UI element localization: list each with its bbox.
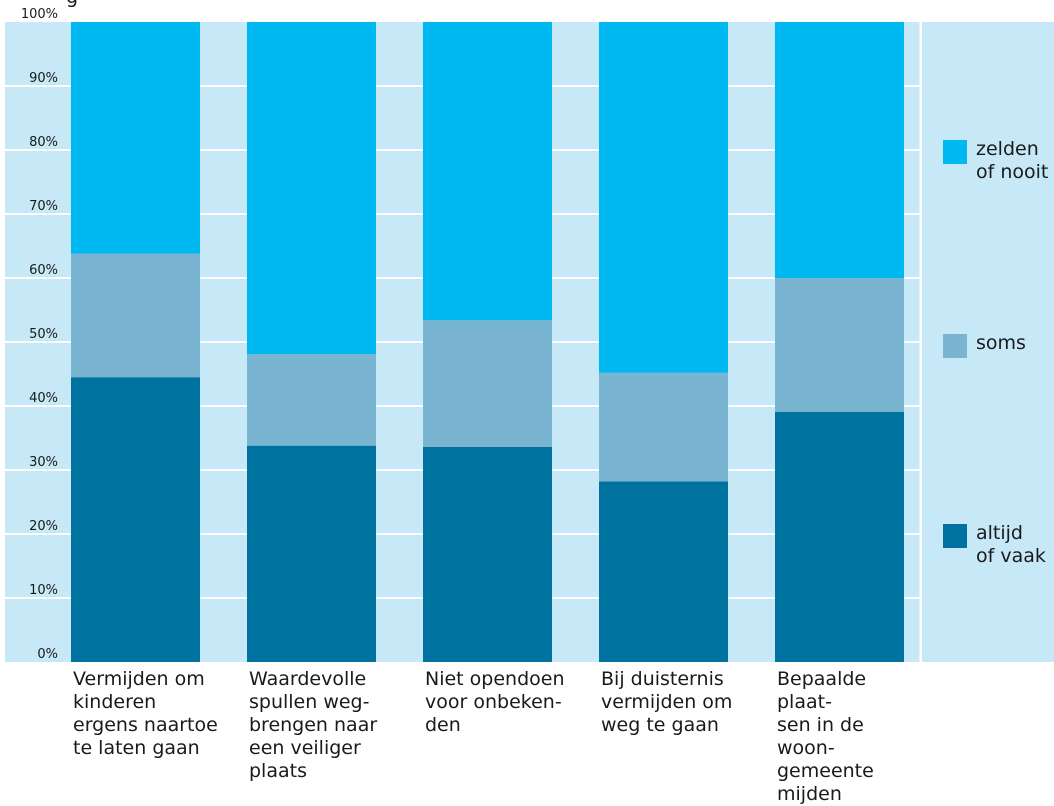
bar-segment: [247, 445, 376, 662]
legend-item: soms: [943, 332, 1026, 358]
bar-segment: [423, 446, 552, 662]
y-tick-label: 80%: [29, 135, 58, 150]
y-tick-label: 60%: [29, 263, 58, 278]
legend-swatch: [943, 524, 967, 548]
category-label: Waardevolle spullen weg- brengen naar ee…: [249, 668, 378, 782]
bar-segment: [71, 377, 200, 662]
category-label: Niet opendoen voor onbeken- den: [425, 668, 565, 736]
bar-segment: [71, 253, 200, 378]
category-label: Bij duisternis vermijden om weg te gaan: [601, 668, 733, 736]
y-tick-label: 10%: [29, 583, 58, 598]
bar-segment: [599, 481, 728, 662]
y-tick-label: 70%: [29, 199, 58, 214]
y-tick-label: 100%: [21, 7, 58, 22]
bar-segment: [775, 411, 904, 662]
y-tick-label: 30%: [29, 455, 58, 470]
y-tick-label: 20%: [29, 519, 58, 534]
y-tick-label: 90%: [29, 71, 58, 86]
legend-swatch: [943, 334, 967, 358]
bar-segment: [775, 22, 904, 278]
y-tick-label: 50%: [29, 327, 58, 342]
bar-segment: [599, 22, 728, 373]
bar-segment: [247, 22, 376, 355]
stacked-bar-chart: 0% 10% 20% 30% 40% 50% 60% 70% 80% 90% 100%: [5, 7, 1054, 662]
bar-segment: [423, 320, 552, 447]
legend-item: altijd of vaak: [943, 522, 1046, 568]
chart-title-fragment: g: [66, 0, 78, 8]
bar-segment: [423, 22, 552, 321]
legend-label: altijd of vaak: [976, 522, 1046, 567]
legend-label: zelden of nooit: [976, 138, 1049, 183]
bar-segment: [71, 22, 200, 254]
category-label: Bepaalde plaat- sen in de woon- gemeente…: [777, 668, 874, 805]
y-tick-label: 40%: [29, 391, 58, 406]
category-label: Vermijden om kinderen ergens naartoe te …: [73, 668, 218, 759]
legend-item: zelden of nooit: [943, 138, 1048, 184]
legend-swatch: [943, 140, 967, 164]
bar-segment: [599, 372, 728, 482]
bars: [71, 22, 904, 662]
bar-segment: [775, 278, 904, 412]
bar-segment: [247, 354, 376, 446]
legend-label: soms: [976, 332, 1026, 354]
y-tick-label: 0%: [37, 647, 58, 662]
y-axis-ticks: 0% 10% 20% 30% 40% 50% 60% 70% 80% 90% 100%: [21, 7, 58, 662]
